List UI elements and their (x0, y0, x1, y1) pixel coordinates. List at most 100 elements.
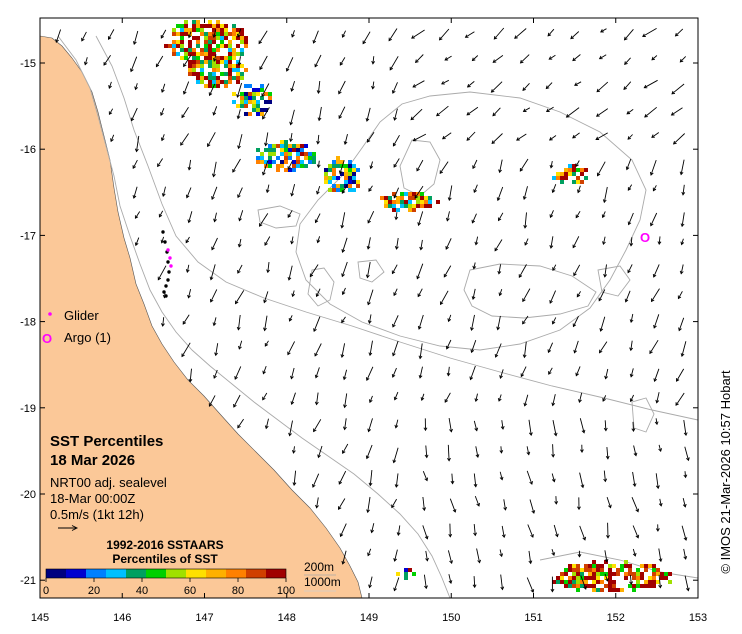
current-vector (491, 133, 503, 144)
current-vector (475, 446, 480, 458)
current-vector (208, 395, 216, 407)
current-vector (499, 446, 504, 454)
sst-cell (200, 48, 204, 52)
current-vector (110, 134, 115, 143)
sst-cell (336, 188, 340, 192)
sst-cell (596, 588, 600, 592)
sst-cell (560, 580, 564, 584)
current-vector (315, 288, 321, 298)
sst-cell (300, 160, 304, 164)
sst-cell (632, 584, 636, 588)
current-vector (578, 392, 583, 403)
sst-cell (572, 168, 576, 172)
current-vector (470, 314, 475, 331)
current-vector (389, 56, 399, 71)
current-vector (625, 158, 632, 171)
current-vector (577, 497, 581, 511)
sst-cell (260, 88, 264, 92)
y-tick-label: -21 (20, 575, 36, 587)
current-vector (497, 264, 502, 275)
current-vector (420, 393, 425, 402)
current-vector (236, 82, 243, 98)
current-vector (370, 523, 375, 534)
sst-cell (188, 52, 192, 56)
sst-cell (228, 48, 232, 52)
current-vector (553, 524, 559, 538)
sst-cell (568, 172, 572, 176)
sst-cell (176, 52, 180, 56)
current-vector (519, 54, 530, 64)
current-vector (393, 158, 400, 168)
current-vector (108, 108, 114, 116)
sst-cell (232, 28, 236, 32)
glider-legend-label: Glider (64, 308, 99, 323)
sst-cell (312, 152, 316, 156)
colorbar: 1992-2016 SSTAARS Percentiles of SST 0 20… (43, 538, 295, 597)
argo-float-marker[interactable]: O (640, 230, 650, 245)
current-vector (393, 577, 400, 592)
glider-latest-position[interactable] (166, 248, 170, 252)
sst-cell (588, 564, 592, 568)
sst-cell (420, 196, 424, 200)
current-vector (233, 394, 241, 408)
sst-cell (204, 52, 208, 56)
sst-cell (224, 24, 228, 28)
current-vector (684, 446, 690, 462)
current-vector (496, 186, 504, 202)
sst-cell (292, 168, 296, 172)
current-vector (441, 132, 452, 140)
sst-cell (224, 36, 228, 40)
sst-cell (228, 44, 232, 48)
sst-cell (580, 168, 584, 172)
sst-cell (240, 40, 244, 44)
current-vector (160, 134, 165, 142)
current-vector (187, 211, 193, 224)
sst-cell (412, 196, 416, 200)
sst-cell (348, 184, 352, 188)
sst-cell (356, 184, 360, 188)
sst-cell (252, 96, 256, 100)
sst-cell (196, 52, 200, 56)
sst-cell (580, 180, 584, 184)
sst-cell (192, 24, 196, 28)
current-vector (466, 81, 475, 88)
sst-cell (596, 580, 600, 584)
current-vector (343, 393, 348, 409)
glider-latest-position[interactable] (168, 256, 172, 260)
current-vector (436, 105, 449, 117)
current-vector (680, 238, 685, 246)
sst-cell (592, 564, 596, 568)
sst-cell (420, 204, 424, 208)
sst-cell (304, 164, 308, 168)
sst-cell (560, 576, 564, 580)
current-vector (422, 525, 429, 540)
current-vector (212, 317, 217, 327)
current-vector (309, 264, 319, 278)
sst-cell (260, 160, 264, 164)
current-vector (209, 289, 218, 303)
sst-cell (624, 572, 628, 576)
sst-cell (588, 584, 592, 588)
current-vector (316, 160, 321, 169)
current-vector (341, 184, 348, 194)
sst-cell (192, 28, 196, 32)
current-vector (391, 82, 398, 94)
sst-cell (196, 72, 200, 76)
sst-cell (404, 204, 408, 208)
current-vector (573, 340, 579, 354)
sst-cell (188, 64, 192, 68)
sst-cell (212, 28, 216, 32)
current-vector (522, 107, 531, 112)
glider-latest-position[interactable] (169, 264, 173, 268)
sst-cell (592, 580, 596, 584)
current-vector (391, 498, 397, 509)
current-vector (181, 106, 189, 119)
current-vector (417, 288, 423, 298)
current-vectors (55, 27, 690, 593)
colorbar-outline (45, 568, 287, 579)
x-tick-label: 153 (689, 612, 707, 624)
sst-cell (408, 196, 412, 200)
current-vector (551, 184, 557, 194)
sst-cell (236, 28, 240, 32)
sst-cell (588, 572, 592, 576)
